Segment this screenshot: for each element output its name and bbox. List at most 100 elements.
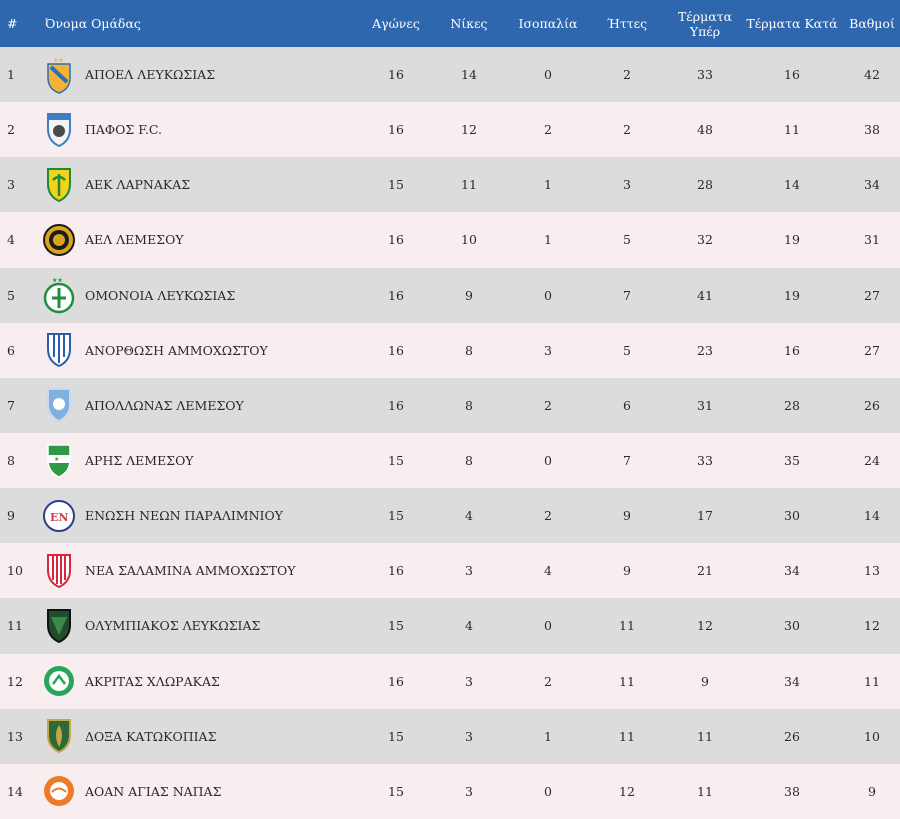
header-position[interactable]: # [7,16,18,31]
table-row: 8 ★ ΑΡΗΣ ΛΕΜΕΣΟΥ 15 8 0 7 33 35 24 [0,432,900,489]
points-cell: 9 [868,783,876,799]
wins-cell: 8 [465,342,473,358]
points-cell: 27 [864,342,880,358]
goals-for-cell: 17 [697,508,713,524]
draws-cell: 2 [544,397,552,413]
enp-crest-icon: EN [42,496,76,536]
olympiakos-crest-icon [42,606,76,646]
header-points[interactable]: Βαθμοί [849,16,895,31]
team-name[interactable]: ΑΠΟΛΛΩΝΑΣ ΛΕΜΕΣΟΥ [85,397,244,413]
wins-cell: 3 [465,728,473,744]
team-name[interactable]: ΔΟΞΑ ΚΑΤΩΚΟΠΙΑΣ [85,728,217,744]
team-cell[interactable]: ΠΑΦΟΣ F.C. [42,110,366,150]
team-name[interactable]: ΑΡΗΣ ΛΕΜΕΣΟΥ [85,453,194,469]
points-cell: 34 [864,177,880,193]
goals-for-cell: 31 [697,397,713,413]
team-cell[interactable]: ΑΕΚ ΛΑΡΝΑΚΑΣ [42,165,366,205]
header-team[interactable]: Όνομα Ομάδας [45,16,141,31]
played-cell: 15 [388,453,404,469]
goals-against-cell: 11 [784,122,800,138]
pafos-crest-icon [42,110,76,150]
team-name[interactable]: ΑΚΡΙΤΑΣ ΧΛΩΡΑΚΑΣ [85,673,220,689]
team-cell[interactable]: ΑΕΛ ΛΕΜΕΣΟΥ [42,220,366,260]
header-goals-against[interactable]: Τέρματα Κατά [746,16,838,31]
omonoia-crest-icon: ★★ [42,275,76,315]
header-played[interactable]: Αγώνες [372,16,420,31]
losses-cell: 12 [619,783,635,799]
team-name[interactable]: ΑΕΚ ΛΑΡΝΑΚΑΣ [85,177,191,193]
goals-against-cell: 26 [784,728,800,744]
table-row: 13 ΔΟΞΑ ΚΑΤΩΚΟΠΙΑΣ 15 3 1 11 11 26 10 [0,708,900,764]
position-cell: 5 [7,287,15,303]
goals-against-cell: 28 [784,397,800,413]
played-cell: 16 [388,563,404,579]
team-name[interactable]: ΝΕΑ ΣΑΛΑΜΙΝΑ ΑΜΜΟΧΩΣΤΟΥ [85,563,296,579]
team-name[interactable]: ΑΟΑΝ ΑΓΙΑΣ ΝΑΠΑΣ [85,783,222,799]
team-cell[interactable]: ★★ ΟΜΟΝΟΙΑ ΛΕΥΚΩΣΙΑΣ [42,275,366,315]
played-cell: 16 [388,122,404,138]
goals-for-cell: 32 [697,232,713,248]
played-cell: 16 [388,342,404,358]
team-name[interactable]: ΟΛΥΜΠΙΑΚΟΣ ΛΕΥΚΩΣΙΑΣ [85,618,261,634]
header-losses[interactable]: Ήττες [606,16,648,31]
goals-for-cell: 11 [697,783,713,799]
table-row: 10 ΝΕΑ ΣΑΛΑΜΙΝΑ ΑΜΜΟΧΩΣΤΟΥ 16 3 4 9 21 34 13 [0,543,900,599]
draws-cell: 0 [544,67,552,83]
team-cell[interactable]: ΝΕΑ ΣΑΛΑΜΙΝΑ ΑΜΜΟΧΩΣΤΟΥ [42,551,366,591]
team-cell[interactable]: ★★ ΑΠΟΕΛ ΛΕΥΚΩΣΙΑΣ [42,55,366,95]
losses-cell: 7 [623,287,631,303]
anorthosi-crest-icon [42,330,76,370]
goals-for-cell: 12 [697,618,713,634]
table-header: # Όνομα Ομάδας Αγώνες Νίκες Ισοπαλία Ήττ… [0,0,900,47]
position-cell: 1 [7,67,15,83]
draws-cell: 2 [544,673,552,689]
team-name[interactable]: ΑΠΟΕΛ ΛΕΥΚΩΣΙΑΣ [85,67,216,83]
team-name[interactable]: ΑΕΛ ΛΕΜΕΣΟΥ [85,232,184,248]
aris-crest-icon: ★ [42,441,76,481]
team-cell[interactable]: ★ ΑΡΗΣ ΛΕΜΕΣΟΥ [42,441,366,481]
wins-cell: 3 [465,563,473,579]
points-cell: 14 [864,508,880,524]
played-cell: 15 [388,177,404,193]
table-row: 9 EN ΕΝΩΣΗ ΝΕΩΝ ΠΑΡΑΛΙΜΝΙΟΥ 15 4 2 9 17 30 14 [0,488,900,544]
wins-cell: 9 [465,287,473,303]
team-name[interactable]: ΠΑΦΟΣ F.C. [85,122,163,138]
header-goals-for[interactable]: Τέρματα Υπέρ [677,8,733,39]
team-cell[interactable]: ΑΚΡΙΤΑΣ ΧΛΩΡΑΚΑΣ [42,661,366,701]
team-cell[interactable]: ΑΟΑΝ ΑΓΙΑΣ ΝΑΠΑΣ [42,771,366,811]
draws-cell: 0 [544,287,552,303]
team-name[interactable]: ΟΜΟΝΟΙΑ ΛΕΥΚΩΣΙΑΣ [85,287,236,303]
points-cell: 24 [864,453,880,469]
header-draws[interactable]: Ισοπαλία [518,16,578,31]
wins-cell: 8 [465,453,473,469]
team-name[interactable]: ΑΝΟΡΘΩΣΗ ΑΜΜΟΧΩΣΤΟΥ [85,342,268,358]
header-wins[interactable]: Νίκες [450,16,488,31]
team-name[interactable]: ΕΝΩΣΗ ΝΕΩΝ ΠΑΡΑΛΙΜΝΙΟΥ [85,508,283,524]
played-cell: 15 [388,783,404,799]
draws-cell: 3 [544,342,552,358]
team-cell[interactable]: EN ΕΝΩΣΗ ΝΕΩΝ ΠΑΡΑΛΙΜΝΙΟΥ [42,496,366,536]
team-cell[interactable]: ΑΝΟΡΘΩΣΗ ΑΜΜΟΧΩΣΤΟΥ [42,330,366,370]
played-cell: 16 [388,232,404,248]
table-row: 1 ★★ ΑΠΟΕΛ ΛΕΥΚΩΣΙΑΣ 16 14 0 2 33 16 42 [0,47,900,103]
draws-cell: 1 [544,232,552,248]
team-cell[interactable]: ΑΠΟΛΛΩΝΑΣ ΛΕΜΕΣΟΥ [42,385,366,425]
draws-cell: 1 [544,728,552,744]
aoan-crest-icon [42,771,76,811]
position-cell: 7 [7,397,15,413]
losses-cell: 5 [623,342,631,358]
losses-cell: 7 [623,453,631,469]
losses-cell: 6 [623,397,631,413]
wins-cell: 11 [461,177,477,193]
apoel-crest-icon: ★★ [42,55,76,95]
nea-salamina-crest-icon [42,551,76,591]
losses-cell: 9 [623,508,631,524]
team-cell[interactable]: ΟΛΥΜΠΙΑΚΟΣ ΛΕΥΚΩΣΙΑΣ [42,606,366,646]
position-cell: 9 [7,508,15,524]
points-cell: 27 [864,287,880,303]
wins-cell: 14 [461,67,477,83]
position-cell: 13 [7,728,23,744]
points-cell: 42 [864,67,880,83]
team-cell[interactable]: ΔΟΞΑ ΚΑΤΩΚΟΠΙΑΣ [42,716,366,756]
wins-cell: 4 [465,618,473,634]
